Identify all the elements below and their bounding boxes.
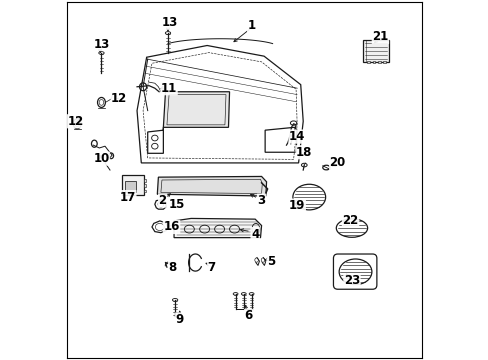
- Text: 8: 8: [168, 261, 176, 274]
- Bar: [143, 190, 145, 193]
- Text: 12: 12: [67, 115, 83, 128]
- Text: 19: 19: [288, 199, 305, 212]
- Bar: [377, 61, 380, 63]
- Text: 21: 21: [371, 31, 388, 44]
- Polygon shape: [174, 219, 261, 238]
- Text: 23: 23: [343, 274, 359, 287]
- Text: 16: 16: [163, 220, 180, 234]
- Text: 15: 15: [168, 198, 184, 211]
- Bar: [366, 61, 369, 63]
- Text: 12: 12: [111, 93, 127, 105]
- Text: 18: 18: [296, 146, 312, 159]
- Text: 3: 3: [257, 194, 265, 207]
- FancyBboxPatch shape: [124, 181, 136, 193]
- Text: 13: 13: [93, 37, 109, 50]
- Bar: [383, 61, 386, 63]
- Text: 13: 13: [162, 16, 178, 29]
- Text: 1: 1: [247, 19, 255, 32]
- Text: 5: 5: [266, 255, 275, 267]
- Bar: [143, 184, 145, 187]
- Polygon shape: [163, 92, 229, 127]
- Text: 4: 4: [250, 228, 259, 240]
- Text: 9: 9: [175, 313, 183, 326]
- Text: 6: 6: [244, 310, 252, 323]
- Text: 22: 22: [342, 215, 358, 228]
- Text: 11: 11: [161, 82, 177, 95]
- Text: 14: 14: [288, 130, 305, 143]
- Text: 20: 20: [329, 157, 345, 170]
- Text: 10: 10: [93, 152, 109, 165]
- Text: 17: 17: [120, 190, 136, 204]
- Polygon shape: [157, 176, 266, 196]
- Text: 2: 2: [158, 194, 166, 207]
- Text: 7: 7: [207, 261, 215, 274]
- FancyBboxPatch shape: [362, 40, 388, 62]
- Bar: [143, 179, 145, 182]
- FancyBboxPatch shape: [122, 175, 143, 195]
- Bar: [372, 61, 375, 63]
